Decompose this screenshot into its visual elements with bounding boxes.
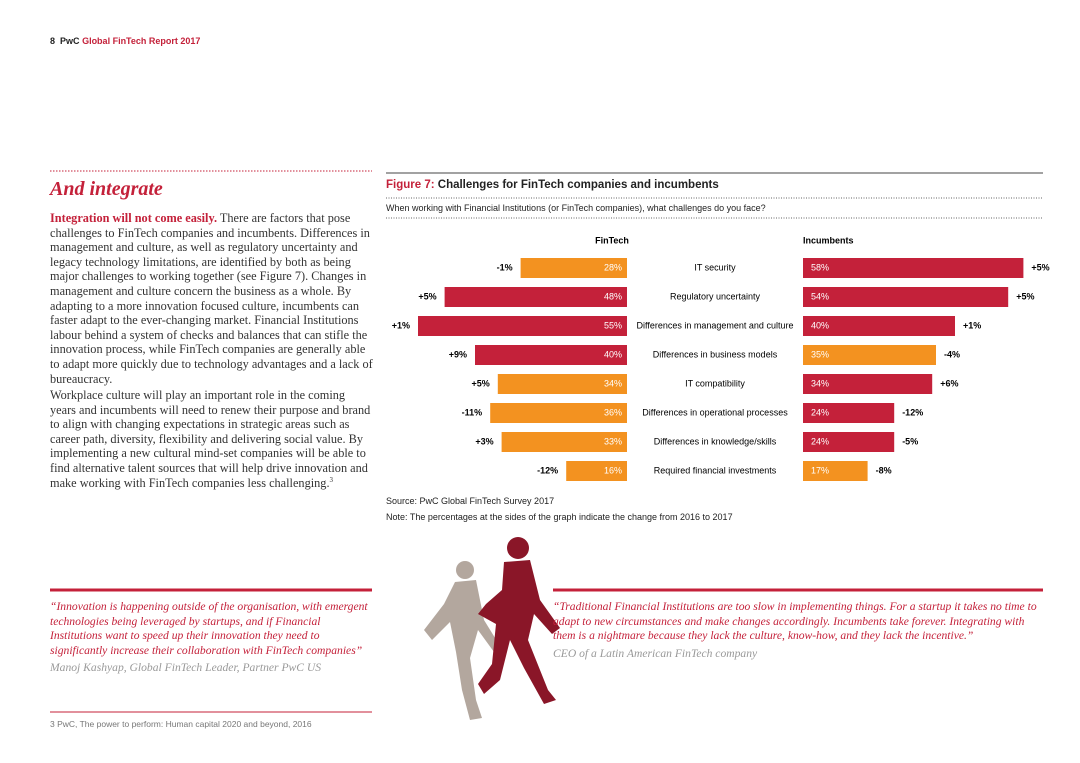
bar bbox=[475, 345, 627, 365]
title: Challenges for FinTech companies and inc… bbox=[437, 179, 719, 191]
quote-block: “Innovation is happening outside of the … bbox=[50, 600, 375, 674]
page-number: 8 bbox=[50, 36, 56, 46]
category-label: IT security bbox=[694, 262, 736, 272]
paragraph-text: Workplace culture will play an important… bbox=[50, 388, 371, 490]
bar bbox=[803, 345, 936, 365]
change-label: +5% bbox=[1031, 262, 1049, 272]
source: Source: PwC Global FinTech Survey 2017 bbox=[386, 496, 555, 506]
category-label: Differences in operational processes bbox=[642, 407, 788, 417]
change-label: +5% bbox=[472, 378, 490, 388]
change-label: -11% bbox=[462, 407, 483, 417]
footnote: 3 PwC, The power to perform: Human capit… bbox=[50, 719, 312, 729]
value-label: 24% bbox=[811, 407, 829, 417]
change-label: -12% bbox=[537, 465, 558, 475]
value-label: 16% bbox=[604, 465, 622, 475]
bar bbox=[803, 403, 895, 423]
bar bbox=[803, 461, 868, 481]
bar bbox=[418, 316, 627, 336]
category-label: IT compatibility bbox=[685, 378, 745, 388]
value-label: 34% bbox=[811, 378, 829, 388]
change-label: +5% bbox=[1016, 291, 1034, 301]
runner-back bbox=[424, 561, 500, 720]
subtitle: When working with Financial Institutions… bbox=[386, 203, 766, 213]
footnote-ref: 3 bbox=[329, 475, 334, 484]
bar bbox=[497, 374, 627, 394]
legend-label: FinTech bbox=[595, 235, 629, 245]
lead: Integration will not come easily. bbox=[50, 211, 218, 225]
bar bbox=[803, 374, 933, 394]
category-label: Differences in knowledge/skills bbox=[654, 436, 777, 446]
value-label: 33% bbox=[604, 436, 622, 446]
change-label: +3% bbox=[475, 436, 493, 446]
value-label: 24% bbox=[811, 436, 829, 446]
bar bbox=[520, 258, 627, 278]
category-label: Differences in business models bbox=[653, 349, 778, 359]
value-label: 40% bbox=[604, 349, 622, 359]
value-label: 34% bbox=[604, 378, 622, 388]
value-label: 35% bbox=[811, 349, 829, 359]
attribution: Manoj Kashyap, Global FinTech Leader, Pa… bbox=[50, 661, 322, 675]
change-label: -12% bbox=[902, 407, 923, 417]
quote: “Innovation is happening outside of the … bbox=[50, 600, 368, 657]
value-label: 28% bbox=[604, 262, 622, 272]
paragraph: Workplace culture will play an important… bbox=[50, 388, 374, 490]
bar bbox=[803, 316, 955, 336]
value-label: 36% bbox=[604, 407, 622, 417]
figure-label: Figure 7: bbox=[386, 179, 435, 191]
value-label: 17% bbox=[811, 465, 829, 475]
section-heading: And integrate bbox=[50, 178, 163, 200]
change-label: +5% bbox=[418, 291, 436, 301]
value-label: 40% bbox=[811, 320, 829, 330]
category-label: Regulatory uncertainty bbox=[670, 291, 761, 301]
change-label: -1% bbox=[497, 262, 513, 272]
value-label: 55% bbox=[604, 320, 622, 330]
running-header: 8 PwC Global FinTech Report 2017 bbox=[50, 36, 200, 46]
change-label: -4% bbox=[944, 349, 960, 359]
bar bbox=[803, 432, 895, 452]
paragraph-text: There are factors that pose challenges t… bbox=[50, 211, 373, 386]
attribution: CEO of a Latin American FinTech company bbox=[553, 646, 758, 660]
bar bbox=[490, 403, 627, 423]
category-label: Required financial investments bbox=[654, 465, 777, 475]
bar bbox=[803, 287, 1009, 307]
figure-title: Figure 7: Challenges for FinTech compani… bbox=[386, 179, 719, 191]
bar bbox=[803, 258, 1024, 278]
value-label: 58% bbox=[811, 262, 829, 272]
runner-front bbox=[478, 537, 560, 704]
quote-block: “Traditional Financial Institutions are … bbox=[553, 600, 1043, 660]
change-label: +9% bbox=[449, 349, 467, 359]
value-label: 54% bbox=[811, 291, 829, 301]
brand: PwC bbox=[60, 36, 80, 46]
report-title: Global FinTech Report 2017 bbox=[82, 36, 201, 46]
change-label: +1% bbox=[963, 320, 981, 330]
bar bbox=[501, 432, 627, 452]
change-label: -5% bbox=[902, 436, 918, 446]
note: Note: The percentages at the sides of th… bbox=[386, 512, 733, 522]
change-label: -8% bbox=[876, 465, 892, 475]
value-label: 48% bbox=[604, 291, 622, 301]
category-label: Differences in management and culture bbox=[637, 320, 794, 330]
quote: “Traditional Financial Institutions are … bbox=[553, 600, 1037, 643]
change-label: +6% bbox=[940, 378, 958, 388]
bar bbox=[444, 287, 627, 307]
change-label: +1% bbox=[392, 320, 410, 330]
bar bbox=[566, 461, 627, 481]
legend-label: Incumbents bbox=[803, 235, 854, 245]
paragraph: Integration will not come easily. There … bbox=[50, 211, 374, 386]
